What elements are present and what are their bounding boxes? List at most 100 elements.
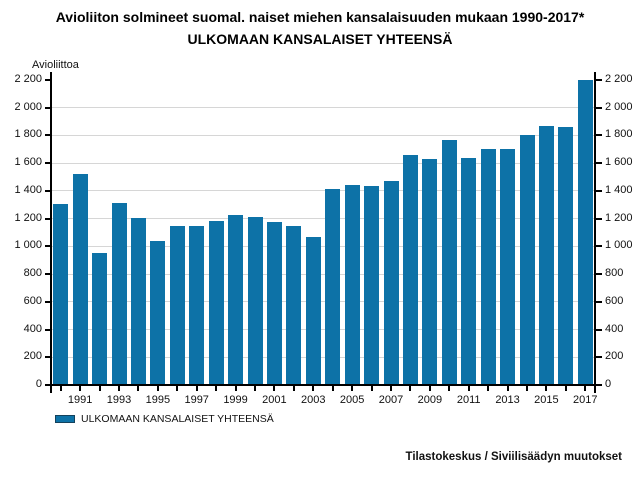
- gridline: [51, 162, 595, 164]
- bar-2000: [247, 216, 263, 385]
- y-axis-label-right: 1 000: [605, 239, 633, 252]
- x-axis-line: [50, 384, 596, 386]
- y-axis-label-left: 200: [23, 350, 42, 363]
- x-axis-tick: [487, 386, 490, 391]
- bar-2010: [441, 139, 457, 385]
- y-axis-label-left: 1 200: [14, 211, 42, 224]
- x-axis-label: 2001: [262, 394, 287, 406]
- x-axis-tick: [195, 386, 198, 391]
- chart-subtitle: ULKOMAAN KANSALAISET YHTEENSÄ: [187, 31, 453, 47]
- y-axis-label-left: 1 600: [14, 156, 42, 169]
- bar-1994: [130, 217, 146, 385]
- x-axis-corner-tick: [50, 386, 52, 393]
- x-axis-tick: [234, 386, 237, 391]
- gridline: [51, 218, 595, 220]
- y-axis-label-right: 200: [605, 350, 624, 363]
- x-axis-label: 1991: [67, 394, 93, 406]
- y-axis-tick-right: [596, 189, 602, 192]
- gridline: [51, 301, 595, 303]
- y-axis-line-right: [594, 72, 596, 386]
- bar-2011: [461, 157, 477, 385]
- y-axis-label-right: 1 600: [605, 156, 633, 169]
- y-axis-tick-left: [45, 384, 51, 386]
- gridline: [51, 245, 595, 247]
- bar-1993: [111, 203, 127, 385]
- y-axis-tick-right: [596, 384, 602, 386]
- gridline: [51, 273, 595, 275]
- y-axis-tick-left: [45, 356, 51, 359]
- y-axis-tick-left: [45, 217, 51, 220]
- y-axis-label-right: 1 200: [605, 211, 633, 224]
- y-axis-label-left: 400: [23, 322, 42, 335]
- bar-2002: [286, 225, 302, 385]
- bar-1992: [92, 252, 108, 385]
- x-axis-tick: [428, 386, 431, 391]
- x-axis-label: 2003: [301, 394, 326, 406]
- x-axis-label: 1993: [106, 394, 132, 406]
- source-credit: Tilastokeskus / Siviilisäädyn muutokset: [405, 451, 622, 463]
- legend-swatch-icon: [55, 414, 75, 423]
- x-axis-label: 2013: [495, 394, 520, 406]
- y-axis-label-left: 0: [35, 378, 42, 390]
- gridline: [51, 107, 595, 109]
- x-axis-tick: [390, 386, 392, 391]
- x-axis-label: 1995: [145, 394, 171, 406]
- y-axis-label-right: 2 200: [605, 73, 633, 85]
- x-axis-tick: [273, 386, 276, 391]
- gridline: [51, 190, 595, 192]
- x-axis-corner-tick: [594, 386, 596, 393]
- y-axis-label-right: 1 800: [605, 128, 633, 141]
- y-axis-title: Avioliittoa: [32, 59, 79, 71]
- x-axis-tick: [98, 386, 101, 391]
- y-axis-label-right: 2 000: [605, 100, 633, 113]
- bar-2017: [577, 80, 593, 385]
- x-axis-tick: [254, 386, 256, 391]
- y-axis-tick-left: [45, 189, 51, 192]
- x-axis-tick: [59, 386, 62, 391]
- x-axis-tick: [137, 386, 140, 391]
- bar-1991: [72, 174, 88, 385]
- bar-2012: [480, 149, 496, 385]
- x-axis-tick: [545, 386, 548, 391]
- bar-2005: [344, 185, 360, 385]
- x-axis-tick: [351, 386, 354, 391]
- y-axis-tick-right: [596, 300, 602, 303]
- y-axis-tick-right: [596, 106, 602, 109]
- x-axis-label: 2017: [573, 394, 598, 406]
- bar-2004: [325, 188, 341, 385]
- x-axis-label: 2011: [456, 394, 481, 406]
- legend: ULKOMAAN KANSALAISET YHTEENSÄ: [55, 411, 274, 426]
- x-axis-tick: [409, 386, 412, 391]
- bar-2001: [266, 222, 282, 385]
- y-axis-label-left: 1 400: [14, 183, 42, 196]
- y-axis-label-left: 600: [23, 294, 42, 307]
- y-axis-label-left: 2 000: [14, 100, 42, 113]
- legend-label: ULKOMAAN KANSALAISET YHTEENSÄ: [81, 412, 274, 425]
- y-axis-tick-right: [596, 217, 602, 220]
- y-axis-tick-left: [45, 79, 51, 81]
- bar-2015: [538, 125, 554, 385]
- x-axis-label: 2009: [417, 394, 443, 406]
- y-axis-tick-left: [45, 134, 51, 137]
- y-axis-label-left: 1 800: [14, 128, 42, 141]
- bar-2003: [305, 237, 321, 385]
- y-axis-label-right: 0: [605, 378, 612, 390]
- bar-1990: [53, 204, 69, 385]
- x-axis-tick: [564, 386, 567, 391]
- y-axis-label-right: 800: [605, 267, 624, 280]
- y-axis-tick-right: [596, 245, 602, 248]
- x-axis-tick: [156, 386, 159, 391]
- x-axis-tick: [176, 386, 179, 391]
- x-axis-label: 2005: [339, 394, 365, 406]
- x-axis-tick: [312, 386, 315, 391]
- x-axis-tick: [467, 386, 470, 391]
- bar-2016: [558, 127, 574, 385]
- y-axis-tick-left: [45, 328, 51, 331]
- bar-2008: [402, 154, 418, 385]
- gridline: [51, 356, 595, 358]
- x-axis-label: 2015: [534, 394, 559, 406]
- x-axis-tick: [331, 386, 334, 391]
- bar-2009: [422, 159, 438, 385]
- y-axis-tick-right: [596, 328, 602, 331]
- x-axis-tick: [448, 386, 451, 391]
